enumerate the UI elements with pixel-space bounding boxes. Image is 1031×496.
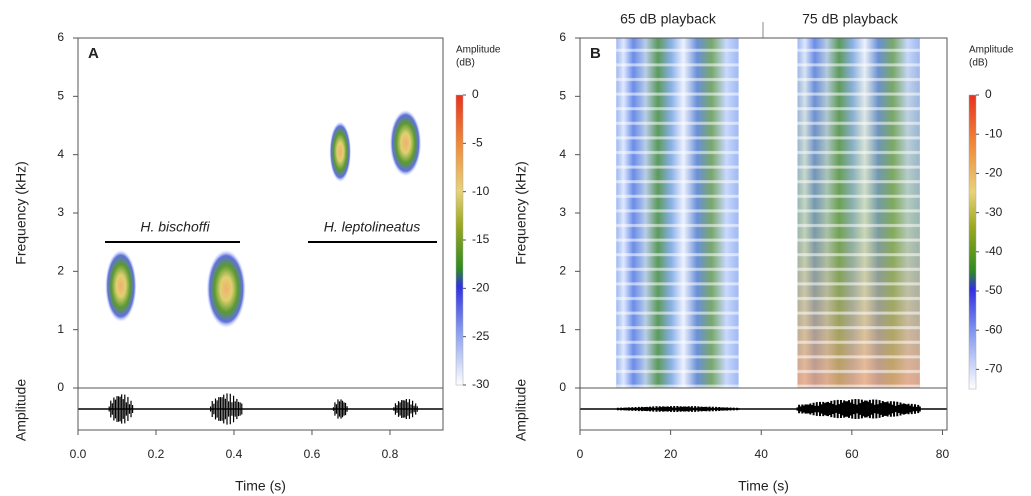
colorbar-tick-label: -5 <box>472 136 483 150</box>
amplitude-label: Amplitude <box>513 379 529 441</box>
call <box>206 249 246 328</box>
colorbar-tick-label: -20 <box>472 281 490 295</box>
x-tick-label: 80 <box>936 447 950 461</box>
x-tick-label: 0.4 <box>226 447 243 461</box>
y-tick-label: 6 <box>559 30 566 44</box>
x-tick-label: 0.0 <box>70 447 87 461</box>
colorbar-tick-label: -50 <box>985 283 1003 297</box>
colorbar-tick-label: -10 <box>985 126 1003 140</box>
colorbar-title: Amplitude <box>969 45 1014 56</box>
y-tick-label: 1 <box>57 322 64 336</box>
call <box>105 249 137 322</box>
spectrogram-harmonics <box>616 38 739 388</box>
colorbar-title: Amplitude <box>456 45 501 56</box>
x-tick-label: 0 <box>577 447 584 461</box>
x-tick-label: 0.8 <box>382 447 399 461</box>
x-tick-label: 60 <box>845 447 859 461</box>
y-tick-label: 0 <box>559 380 566 394</box>
colorbar-title: (dB) <box>969 58 988 69</box>
y-tick-label: 3 <box>57 205 64 219</box>
y-axis-label: Frequency (kHz) <box>13 161 29 264</box>
y-axis-label: Frequency (kHz) <box>513 161 529 264</box>
colorbar-tick-label: -40 <box>985 244 1003 258</box>
panel-label: B <box>590 45 601 62</box>
y-tick-label: 2 <box>559 264 566 278</box>
y-tick-label: 0 <box>57 380 64 394</box>
amplitude-label: Amplitude <box>13 379 29 441</box>
y-tick-label: 2 <box>57 264 64 278</box>
x-tick-label: 0.6 <box>304 447 321 461</box>
colorbar-tick-label: 0 <box>985 87 992 101</box>
panel-label: A <box>88 45 99 62</box>
annotation: H. leptolineatus <box>324 219 421 235</box>
colorbar-title: (dB) <box>456 58 475 69</box>
colorbar-tick-label: -70 <box>985 362 1003 376</box>
y-tick-label: 4 <box>559 147 566 161</box>
y-tick-label: 5 <box>559 89 566 103</box>
x-axis-label: Time (s) <box>738 478 789 494</box>
y-tick-label: 4 <box>57 147 64 161</box>
colorbar-tick-label: -10 <box>472 184 490 198</box>
y-tick-label: 3 <box>559 205 566 219</box>
annotation: 65 dB playback <box>620 11 717 27</box>
spectrogram-harmonics <box>797 38 920 388</box>
colorbar <box>455 94 464 386</box>
y-tick-label: 1 <box>559 322 566 336</box>
x-tick-label: 40 <box>755 447 769 461</box>
frame <box>579 37 948 431</box>
call <box>389 109 422 177</box>
colorbar-tick-label: 0 <box>472 87 479 101</box>
frame <box>77 37 444 431</box>
call <box>329 121 352 182</box>
x-axis-label: Time (s) <box>235 478 286 494</box>
y-tick-label: 5 <box>57 89 64 103</box>
colorbar-tick-label: -30 <box>472 377 490 391</box>
colorbar-tick-label: -25 <box>472 329 490 343</box>
colorbar-tick-label: -20 <box>985 166 1003 180</box>
annotation: 75 dB playback <box>802 11 899 27</box>
colorbar <box>968 94 977 390</box>
colorbar-tick-label: -15 <box>472 232 490 246</box>
colorbar-tick-label: -60 <box>985 322 1003 336</box>
colorbar-tick-label: -30 <box>985 205 1003 219</box>
annotation: H. bischoffi <box>140 219 210 235</box>
x-tick-label: 0.2 <box>148 447 165 461</box>
y-tick-label: 6 <box>57 30 64 44</box>
x-tick-label: 20 <box>664 447 678 461</box>
